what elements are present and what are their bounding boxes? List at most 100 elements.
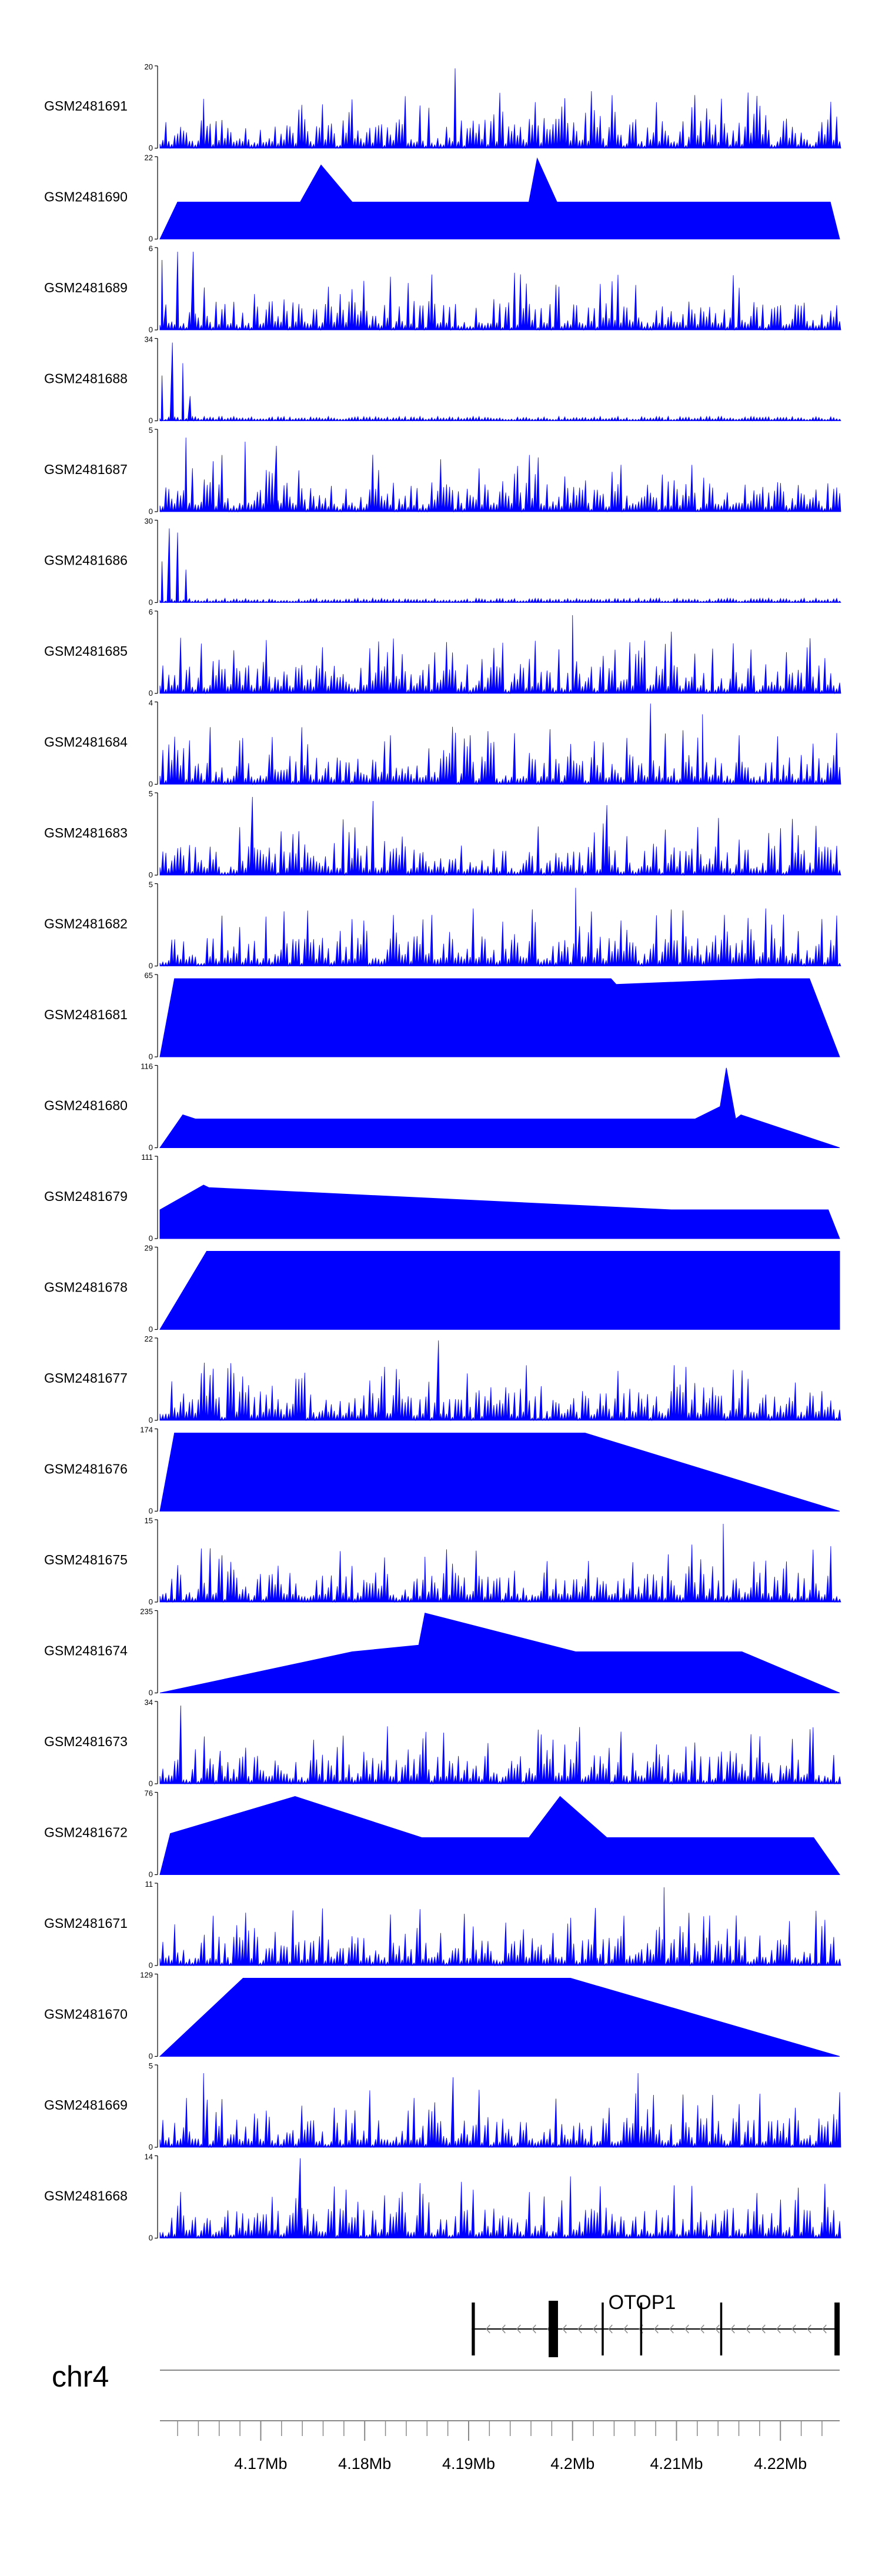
y-axis-min-label: 0: [149, 1507, 153, 1516]
track-label: GSM2481688: [44, 371, 128, 386]
track-label: GSM2481675: [44, 1552, 128, 1567]
strand-arrow: [654, 2324, 659, 2334]
y-axis-min-label: 0: [149, 1143, 153, 1152]
track-label: GSM2481682: [44, 916, 128, 932]
track-GSM2481669: GSM2481669 5 0: [44, 2061, 841, 2151]
y-axis-max-label: 34: [145, 335, 153, 344]
signal-area: [159, 342, 841, 422]
signal-area: [159, 2073, 841, 2148]
chromosome-label: chr4: [52, 2360, 109, 2393]
exon: [720, 2303, 723, 2355]
signal-area: [159, 68, 841, 149]
signal-area: [159, 1251, 840, 1330]
y-axis-max-label: 65: [145, 971, 153, 980]
x-tick-label: 4.22Mb: [754, 2455, 807, 2472]
y-axis-max-label: 34: [145, 1698, 153, 1707]
track-GSM2481679: GSM2481679 111 0: [44, 1153, 840, 1243]
gene-exons: [472, 2301, 840, 2357]
track-label: GSM2481690: [44, 189, 128, 205]
signal-area: [159, 157, 840, 239]
y-axis-min-label: 0: [149, 1961, 153, 1970]
y-axis-min-label: 0: [149, 1779, 153, 1788]
track-GSM2481685: GSM2481685 6 0: [44, 608, 841, 698]
track-GSM2481674: GSM2481674 235 0: [44, 1607, 840, 1697]
exon: [640, 2303, 643, 2355]
x-tick-label: 4.2Mb: [550, 2455, 594, 2472]
signal-area: [159, 437, 841, 513]
signal-area: [159, 615, 841, 695]
strand-arrow: [791, 2324, 796, 2334]
track-label: GSM2481673: [44, 1734, 128, 1749]
track-label: GSM2481672: [44, 1825, 128, 1840]
y-axis-min-label: 0: [149, 2052, 153, 2061]
gene-annotation-track: OTOP1: [472, 2291, 840, 2357]
track-label: GSM2481679: [44, 1189, 128, 1204]
exon: [472, 2303, 475, 2355]
track-label: GSM2481684: [44, 735, 128, 750]
signal-area: [159, 1887, 841, 1967]
y-axis-min-label: 0: [149, 2143, 153, 2151]
y-axis-max-label: 5: [149, 789, 153, 798]
signal-area: [159, 1705, 841, 1785]
y-axis-min-label: 0: [149, 144, 153, 152]
y-axis-min-label: 0: [149, 507, 153, 516]
track-GSM2481686: GSM2481686 30 0: [44, 517, 841, 607]
track-label: GSM2481686: [44, 553, 128, 568]
track-GSM2481672: GSM2481672 76 0: [44, 1789, 840, 1879]
axis-tick-labels: 4.17Mb 4.18Mb 4.19Mb 4.2Mb 4.21Mb 4.22Mb: [234, 2455, 807, 2472]
strand-arrow: [532, 2324, 536, 2334]
y-axis-max-label: 174: [140, 1426, 153, 1434]
y-axis-min-label: 0: [149, 416, 153, 425]
signal-area: [159, 1613, 840, 1693]
strand-arrow: [608, 2324, 613, 2334]
track-GSM2481681: GSM2481681 65 0: [44, 971, 840, 1061]
track-GSM2481684: GSM2481684 4 0: [44, 699, 841, 789]
signal-area: [159, 1184, 840, 1239]
track-label: GSM2481674: [44, 1643, 128, 1659]
track-GSM2481687: GSM2481687 5 0: [44, 426, 841, 516]
y-axis-min-label: 0: [149, 235, 153, 243]
track-GSM2481689: GSM2481689 6 0: [44, 244, 841, 334]
track-label: GSM2481687: [44, 462, 128, 477]
strand-arrow: [700, 2324, 704, 2334]
signal-area: [159, 1433, 840, 1511]
y-axis-min-label: 0: [149, 2234, 153, 2243]
strand-arrow: [776, 2324, 781, 2334]
track-label: GSM2481677: [44, 1370, 128, 1386]
y-axis-max-label: 116: [141, 1062, 153, 1071]
x-tick-label: 4.18Mb: [338, 2455, 391, 2472]
y-axis-min-label: 0: [149, 1597, 153, 1606]
signal-area: [159, 1067, 840, 1148]
track-label: GSM2481669: [44, 2097, 128, 2113]
exon: [834, 2303, 840, 2355]
signal-area: [159, 2158, 841, 2240]
signal-area: [159, 978, 840, 1057]
y-axis-min-label: 0: [149, 1689, 153, 1697]
track-GSM2481676: GSM2481676 174 0: [44, 1426, 840, 1516]
track-GSM2481688: GSM2481688 34 0: [44, 335, 841, 425]
y-axis-min-label: 0: [149, 325, 153, 334]
strand-arrows: [486, 2324, 827, 2334]
track-label: GSM2481680: [44, 1098, 128, 1113]
y-axis-max-label: 4: [149, 699, 153, 708]
y-axis-max-label: 129: [140, 1971, 153, 1980]
strand-arrow: [746, 2324, 750, 2334]
signal-area: [159, 1796, 840, 1875]
track-GSM2481690: GSM2481690 22 0: [44, 154, 840, 243]
track-GSM2481673: GSM2481673 34 0: [44, 1698, 841, 1788]
strand-arrow: [807, 2324, 811, 2334]
strand-arrow: [623, 2324, 628, 2334]
track-GSM2481678: GSM2481678 29 0: [44, 1244, 840, 1334]
y-axis-max-label: 22: [145, 1334, 153, 1343]
y-axis-max-label: 6: [149, 608, 153, 616]
signal-area: [159, 1523, 841, 1603]
y-axis-max-label: 5: [149, 2061, 153, 2070]
track-label: GSM2481676: [44, 1461, 128, 1477]
exon: [549, 2301, 558, 2357]
track-GSM2481682: GSM2481682 5 0: [44, 880, 841, 970]
signal-area: [159, 1978, 840, 2057]
strand-arrow: [669, 2324, 674, 2334]
strand-arrow: [715, 2324, 720, 2334]
track-label: GSM2481678: [44, 1280, 128, 1295]
